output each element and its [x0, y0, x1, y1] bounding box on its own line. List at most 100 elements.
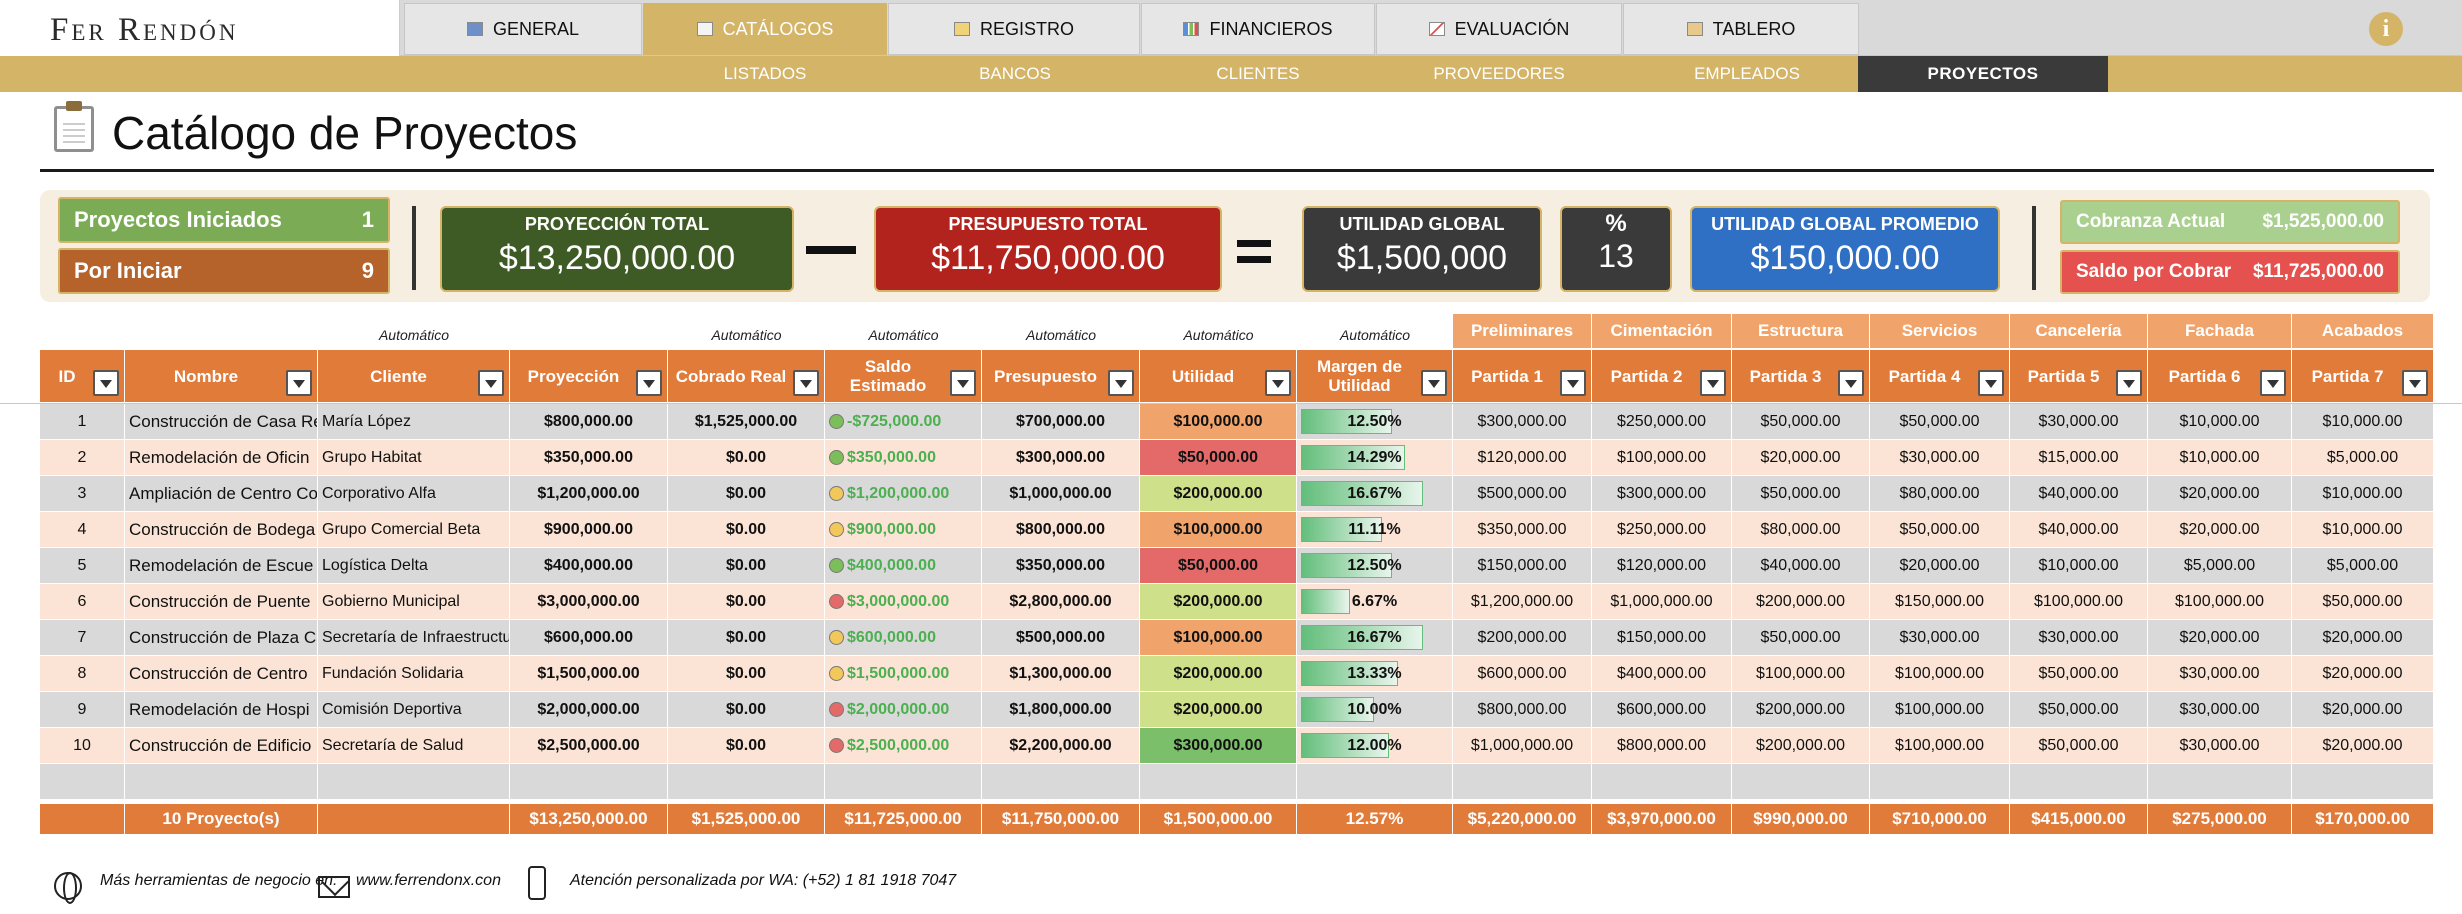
filter-dropdown-icon[interactable] [1560, 370, 1586, 396]
cell-partida-5: $40,000.00 [2010, 476, 2148, 512]
filter-dropdown-icon[interactable] [2402, 370, 2428, 396]
cell-text: $1,000,000.00 [1009, 484, 1112, 502]
filter-dropdown-icon[interactable] [1265, 370, 1291, 396]
cell-text: $150,000.00 [1617, 628, 1706, 646]
margin-data-bar [1301, 697, 1374, 722]
filter-dropdown-icon[interactable] [2116, 370, 2142, 396]
cell-text: 2 [77, 448, 87, 466]
cell-partida-2: $600,000.00 [1592, 692, 1732, 728]
filter-dropdown-icon[interactable] [636, 370, 662, 396]
dashboard-icon [1686, 22, 1703, 36]
saldo-por-cobrar-value: $11,725,000.00 [2252, 261, 2384, 282]
cell-utilidad: $200,000.00 [1140, 476, 1297, 512]
auto-label: Automático [378, 327, 450, 343]
cell-presupuesto: $500,000.00 [982, 620, 1140, 656]
cell-partida-7: $10,000.00 [2292, 404, 2434, 440]
cell-text: Construcción de Centro [129, 663, 308, 683]
cell-cliente: Corporativo Alfa [318, 476, 510, 512]
cell-partida-2: $300,000.00 [1592, 476, 1732, 512]
cell-text: $250,000.00 [1617, 412, 1706, 430]
cell-partida-1: $600,000.00 [1453, 656, 1592, 692]
cell-nombre: Ampliación de Centro Co [125, 476, 318, 512]
tab-evaluacion[interactable]: EVALUACIÓN [1376, 3, 1622, 55]
cell-text: $50,000.00 [1899, 520, 1980, 538]
group-header: Fachada [2148, 314, 2292, 348]
top-nav-bar: Fer Rendón GENERAL CATÁLOGOS REGISTRO FI… [0, 0, 2462, 56]
cell-partida-6: $10,000.00 [2148, 440, 2292, 476]
cell-text: $20,000.00 [2179, 484, 2260, 502]
column-header: Margen de Utilidad [1297, 350, 1453, 402]
cell-text: $0.00 [725, 556, 767, 574]
cell-partida-5: $50,000.00 [2010, 656, 2148, 692]
filter-dropdown-icon[interactable] [93, 370, 119, 396]
column-header: Saldo Estimado [825, 350, 982, 402]
cell-presupuesto: $2,800,000.00 [982, 584, 1140, 620]
cell-text: $350,000.00 [847, 448, 936, 466]
filter-dropdown-icon[interactable] [1978, 370, 2004, 396]
margin-data-bar [1301, 625, 1423, 650]
filter-dropdown-icon[interactable] [1421, 370, 1447, 396]
tab-registro[interactable]: REGISTRO [888, 3, 1140, 55]
utilidad-global-value: $1,500,000 [1336, 239, 1508, 277]
filter-dropdown-icon[interactable] [1700, 370, 1726, 396]
cell-text: $30,000.00 [2038, 412, 2119, 430]
auto-label: Automático [1183, 327, 1254, 343]
cell-partida-5: $40,000.00 [2010, 512, 2148, 548]
proyeccion-total-value: $13,250,000.00 [498, 239, 736, 277]
cell-text: $20,000.00 [2179, 520, 2260, 538]
info-icon[interactable]: i [2369, 12, 2403, 46]
cell-partida-7: $10,000.00 [2292, 476, 2434, 512]
filter-dropdown-icon[interactable] [1108, 370, 1134, 396]
subtab-bancos[interactable]: BANCOS [979, 64, 1051, 83]
cell-text: $10,000.00 [2322, 484, 2403, 502]
cell-text: $1,200,000.00 [1470, 592, 1574, 610]
cell-partida-1: $800,000.00 [1453, 692, 1592, 728]
filter-dropdown-icon[interactable] [286, 370, 312, 396]
cell-text: $1,500,000.00 [537, 664, 640, 682]
tab-financieros[interactable]: FINANCIEROS [1141, 3, 1375, 55]
column-header-label: Saldo Estimado [849, 357, 927, 395]
tab-catalogos[interactable]: CATÁLOGOS [643, 3, 887, 55]
cell-cobrado: $0.00 [668, 440, 825, 476]
cell-cobrado: $0.00 [668, 692, 825, 728]
footer-web[interactable]: www.ferrendonx.con [356, 872, 501, 889]
cell-text: Construcción de Plaza C [129, 627, 317, 647]
total-cell: $415,000.00 [2010, 804, 2148, 834]
cell-text: 3 [77, 484, 87, 502]
subtab-listados[interactable]: LISTADOS [723, 64, 807, 83]
cell-partida-2: $150,000.00 [1592, 620, 1732, 656]
filter-dropdown-icon[interactable] [950, 370, 976, 396]
cell-text: Fundación Solidaria [322, 664, 464, 682]
filter-dropdown-icon[interactable] [793, 370, 819, 396]
cell-text: Comisión Deportiva [322, 700, 462, 718]
cell-text: $40,000.00 [1760, 556, 1841, 574]
cell-partida-3: $80,000.00 [1732, 512, 1870, 548]
mail-icon [318, 876, 350, 898]
cell-text: $30,000.00 [1899, 628, 1980, 646]
filter-dropdown-icon[interactable] [478, 370, 504, 396]
subtab-empleados[interactable]: EMPLEADOS [1694, 64, 1800, 83]
cell-partida-1: $300,000.00 [1453, 404, 1592, 440]
cell-cobrado: $0.00 [668, 512, 825, 548]
proyeccion-total-label: PROYECCIÓN TOTAL [524, 214, 710, 234]
cell-margen: 6.67% [1297, 584, 1453, 620]
cell-partida-7: $50,000.00 [2292, 584, 2434, 620]
tab-general[interactable]: GENERAL [404, 3, 642, 55]
cell-text: $100,000.00 [1173, 520, 1263, 538]
filter-dropdown-icon[interactable] [2260, 370, 2286, 396]
subtab-clientes[interactable]: CLIENTES [1216, 64, 1300, 83]
cell-text: $0.00 [725, 592, 767, 610]
cell-text: $2,200,000.00 [1009, 736, 1112, 754]
subtab-proyectos[interactable]: PROYECTOS [1858, 56, 2108, 92]
utilidad-promedio-label: UTILIDAD GLOBAL PROMEDIO [1711, 214, 1979, 234]
tab-tablero[interactable]: TABLERO [1623, 3, 1859, 55]
minus-operator [806, 246, 856, 254]
cell-partida-6: $30,000.00 [2148, 656, 2292, 692]
cell-text: 6.67% [1351, 592, 1398, 610]
subtab-proveedores[interactable]: PROVEEDORES [1433, 64, 1565, 83]
cell-text: $50,000.00 [1760, 484, 1841, 502]
filter-dropdown-icon[interactable] [1838, 370, 1864, 396]
summary-panel [40, 190, 2430, 302]
cell-partida-1: $500,000.00 [1453, 476, 1592, 512]
cell-text: $500,000.00 [1016, 628, 1105, 646]
